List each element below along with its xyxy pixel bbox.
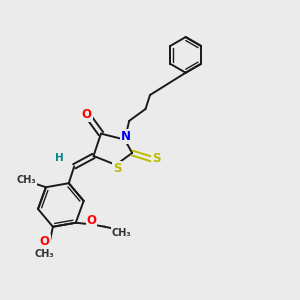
- Text: H: H: [55, 153, 64, 163]
- Text: S: S: [152, 152, 161, 165]
- Text: CH₃: CH₃: [16, 176, 36, 185]
- Text: N: N: [121, 130, 130, 143]
- Text: CH₃: CH₃: [35, 248, 54, 259]
- Text: O: O: [40, 235, 50, 248]
- Text: O: O: [82, 108, 92, 121]
- Text: CH₃: CH₃: [111, 228, 131, 238]
- Text: S: S: [113, 162, 121, 175]
- Text: O: O: [86, 214, 97, 227]
